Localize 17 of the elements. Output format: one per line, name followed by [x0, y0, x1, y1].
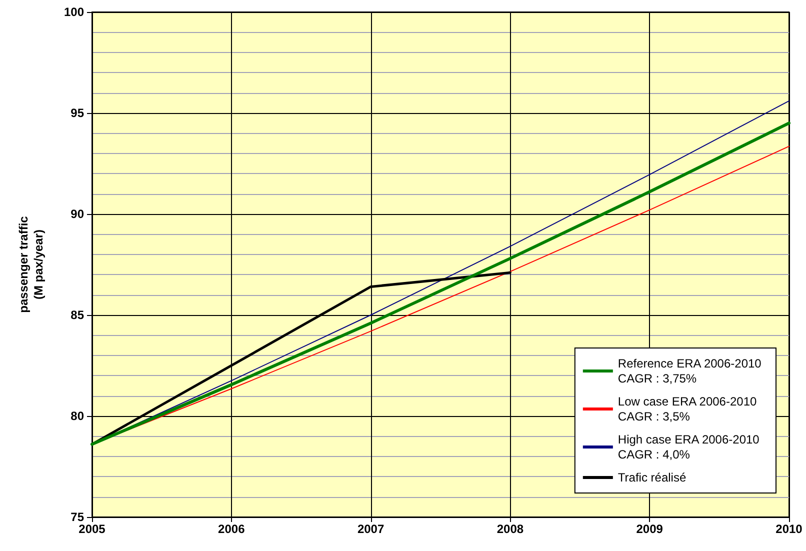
x-tick-label: 2008	[496, 522, 524, 536]
y-tick-label: 80	[70, 409, 84, 423]
x-tick-label: 2009	[636, 522, 664, 536]
y-tick-label: 85	[70, 308, 84, 322]
x-tick-label: 2006	[218, 522, 246, 536]
legend-label: High case ERA 2006-2010 CAGR : 4,0%	[618, 432, 760, 462]
y-tick-label: 90	[70, 207, 84, 221]
y-tick-label: 100	[64, 5, 84, 19]
legend-label: Low case ERA 2006-2010 CAGR : 3,5%	[618, 394, 757, 424]
x-tick-label: 2007	[357, 522, 384, 536]
x-tick-label: 2005	[78, 522, 106, 536]
x-tick-label: 2010	[776, 522, 803, 536]
y-tick-label: 95	[70, 106, 84, 120]
y-axis-title: passenger traffic (M pax/year)	[16, 216, 46, 313]
legend-label: Reference ERA 2006-2010 CAGR : 3,75%	[618, 356, 762, 386]
legend-label: Trafic réalisé	[618, 470, 686, 484]
y-tick-label: 75	[70, 510, 84, 524]
